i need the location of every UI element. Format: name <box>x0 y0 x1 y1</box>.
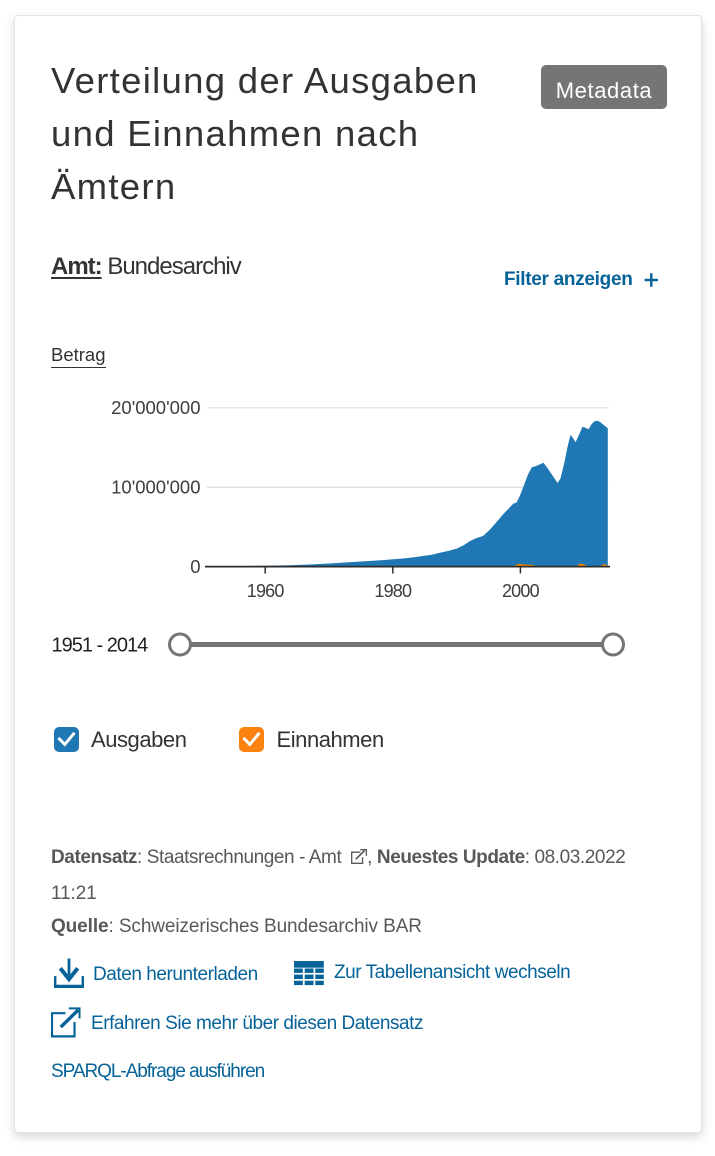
svg-text:1960: 1960 <box>247 581 285 601</box>
svg-text:1951 - 2014: 1951 - 2014 <box>52 635 149 657</box>
svg-text:0: 0 <box>190 556 200 577</box>
svg-text:2000: 2000 <box>502 581 540 601</box>
svg-text:20'000'000: 20'000'000 <box>111 397 200 418</box>
svg-text:1980: 1980 <box>374 581 412 601</box>
svg-text:10'000'000: 10'000'000 <box>111 477 200 498</box>
